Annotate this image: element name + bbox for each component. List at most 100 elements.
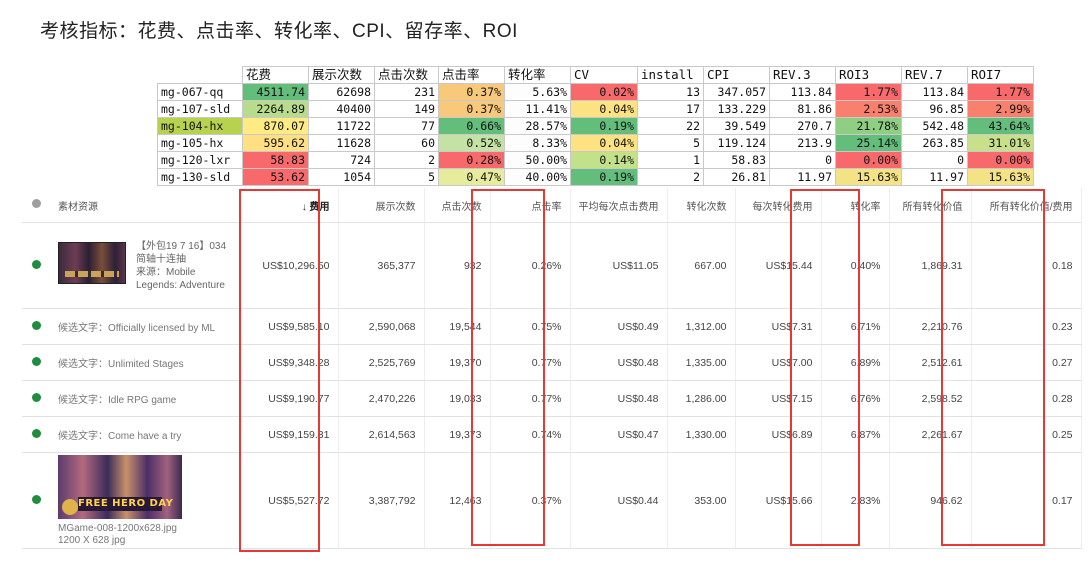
report-row[interactable]: 【外包19 7 16】034简轴十连抽 来源：Mobile Legends: Ad…	[22, 222, 1082, 309]
asset-report-table: 素材资源 ↓ 费用 展示次数 点击次数 点击率 平均每次点击费用 转化次数 每次转化费用 转化率…	[22, 188, 1082, 549]
asset-cell[interactable]: 【外包19 7 16】034简轴十连抽 来源：Mobile Legends: Ad…	[50, 222, 241, 309]
report-cell: US$9,585.10	[240, 308, 339, 345]
report-row[interactable]: 候选文字：Idle RPG game US$9,190.77 2,470,226 19…	[22, 380, 1082, 417]
report-cell: 0.27	[971, 344, 1082, 381]
sheet-header-cell: 转化率	[504, 66, 571, 84]
sheet-cell: 5.63%	[504, 83, 571, 101]
column-header-label: 素材资源	[58, 201, 98, 213]
status-dot-icon	[31, 392, 41, 402]
report-cell: 0.25	[971, 416, 1082, 453]
sheet-cell: 58.83	[242, 151, 309, 169]
asset-cell[interactable]: 候选文字：Unlimited Stages	[50, 344, 241, 381]
sheet-cell: 0.04%	[570, 100, 638, 118]
sheet-cell: 0.47%	[438, 168, 505, 186]
report-cell: 2,470,226	[338, 380, 425, 417]
sheet-cell: 11.41%	[504, 100, 571, 118]
sheet-cell: 0.14%	[570, 151, 638, 169]
report-cell: 2,614,563	[338, 416, 425, 453]
sheet-cell: 113.84	[901, 83, 968, 101]
report-row[interactable]: 候选文字：Come have a try US$9,159.31 2,614,563…	[22, 416, 1082, 453]
metrics-spreadsheet: 花费 展示次数 点击次数 点击率 转化率 CV install CPI REV.3 ROI3 REV…	[157, 66, 1034, 186]
sheet-header-cell: 点击率	[438, 66, 505, 84]
column-header[interactable]: 转化次数	[667, 188, 736, 223]
asset-title: 【外包19 7 16】034简轴十连抽	[136, 240, 227, 265]
report-cell: 0.74%	[490, 416, 571, 453]
sheet-cell: 119.124	[703, 134, 770, 152]
column-header[interactable]: 所有转化价值	[889, 188, 972, 223]
sheet-cell: 0.37%	[438, 100, 505, 118]
asset-cell[interactable]: 候选文字：Officially licensed by ML	[50, 308, 241, 345]
report-row[interactable]: 候选文字：Officially licensed by ML US$9,585.1…	[22, 308, 1082, 345]
sheet-row: mg-105-hx 595.62 11628 60 0.52% 8.33% 0.04% 5 11…	[157, 134, 1034, 152]
column-header-label: 点击率	[531, 201, 562, 213]
column-header[interactable]: 每次转化费用	[735, 188, 822, 223]
sheet-cell: 60	[374, 134, 439, 152]
column-header[interactable]: 素材资源	[50, 188, 241, 223]
status-dot-icon	[31, 199, 41, 208]
asset-thumbnail-image[interactable]	[58, 241, 126, 284]
column-header[interactable]: 转化率	[821, 188, 890, 223]
status-dot-icon	[31, 356, 41, 366]
sheet-header-cell: REV.7	[901, 66, 968, 84]
sheet-cell: 213.9	[769, 134, 836, 152]
report-cell: US$9,190.77	[240, 380, 339, 417]
column-header[interactable]: 点击次数	[424, 188, 491, 223]
report-row[interactable]: FREE HERO DAY MGame-008-1200x628.jpg 1200 …	[22, 452, 1082, 549]
sheet-header-cell: install	[637, 66, 704, 84]
asset-cell[interactable]: 候选文字：Idle RPG game	[50, 380, 241, 417]
report-cell: 0.26%	[490, 222, 571, 309]
report-row[interactable]: 候选文字：Unlimited Stages US$9,348.28 2,525,76…	[22, 344, 1082, 381]
report-cell: 19,544	[424, 308, 491, 345]
sheet-cell: 40400	[308, 100, 375, 118]
report-cell: 2,590,068	[338, 308, 425, 345]
column-header[interactable]: ↓ 费用	[240, 188, 339, 223]
column-header-label: 所有转化价值	[902, 201, 963, 213]
asset-filename: MGame-008-1200x628.jpg	[58, 522, 177, 534]
sheet-row: mg-120-lxr 58.83 724 2 0.28% 50.00% 0.14% 1 58.8…	[157, 151, 1034, 169]
asset-cell[interactable]: FREE HERO DAY MGame-008-1200x628.jpg 1200 …	[50, 452, 241, 549]
asset-source: 来源：Mobile Legends: Adventure	[136, 266, 225, 291]
sheet-row-name: mg-105-hx	[157, 134, 243, 152]
sheet-cell: 8.33%	[504, 134, 571, 152]
report-cell: 6.76%	[821, 380, 890, 417]
sheet-header-cell: REV.3	[769, 66, 836, 84]
sheet-cell: 149	[374, 100, 439, 118]
report-cell: 2,512.61	[889, 344, 972, 381]
report-cell: 6.89%	[821, 344, 890, 381]
report-header-row: 素材资源 ↓ 费用 展示次数 点击次数 点击率 平均每次点击费用 转化次数 每次转化费用 转化率…	[22, 188, 1082, 223]
asset-cell[interactable]: 候选文字：Come have a try	[50, 416, 241, 453]
sheet-cell: 28.57%	[504, 117, 571, 135]
sheet-header-cell: 展示次数	[308, 66, 375, 84]
sheet-row: mg-067-qq 4511.74 62698 231 0.37% 5.63% 0.02% 1…	[157, 83, 1034, 101]
sheet-cell: 39.549	[703, 117, 770, 135]
asset-thumbnail-image[interactable]: FREE HERO DAY	[58, 454, 182, 519]
column-header-label: 点击次数	[441, 201, 482, 213]
sheet-cell: 2264.89	[242, 100, 309, 118]
status-cell	[22, 380, 50, 417]
sheet-cell: 0	[769, 151, 836, 169]
sheet-row: mg-130-sld 53.62 1054 5 0.47% 40.00% 0.19% 2 26.…	[157, 168, 1034, 186]
sheet-cell: 1.77%	[835, 83, 902, 101]
column-header[interactable]: 平均每次点击费用	[570, 188, 668, 223]
sheet-cell: 263.85	[901, 134, 968, 152]
report-cell: 2,598.52	[889, 380, 972, 417]
report-cell: US$0.47	[570, 416, 668, 453]
column-header-label: 展示次数	[375, 201, 416, 213]
sheet-cell: 0.19%	[570, 117, 638, 135]
report-cell: US$11.05	[570, 222, 668, 309]
select-all-cell[interactable]	[22, 188, 50, 223]
column-header[interactable]: 展示次数	[338, 188, 425, 223]
report-cell: 1,312.00	[667, 308, 736, 345]
sheet-cell: 595.62	[242, 134, 309, 152]
column-header[interactable]: 点击率	[490, 188, 571, 223]
sheet-cell: 4511.74	[242, 83, 309, 101]
sheet-cell: 11.97	[769, 168, 836, 186]
sheet-cell: 133.229	[703, 100, 770, 118]
report-cell: 2.83%	[821, 452, 890, 549]
status-cell	[22, 308, 50, 345]
sheet-cell: 0	[901, 151, 968, 169]
column-header-label: 转化率	[850, 201, 881, 213]
report-cell: 19,370	[424, 344, 491, 381]
column-header[interactable]: 所有转化价值/费用	[971, 188, 1082, 223]
sheet-cell: 1.77%	[967, 83, 1034, 101]
